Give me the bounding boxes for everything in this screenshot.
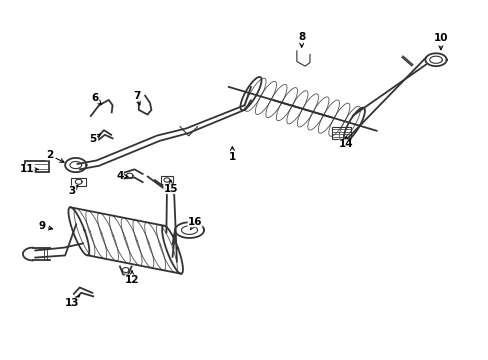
Text: 15: 15 [163,180,178,194]
Bar [331,127,350,139]
Text: 4: 4 [116,171,128,181]
Text: 13: 13 [65,296,80,308]
Text: 9: 9 [38,221,52,231]
Text: 10: 10 [433,33,447,50]
Text: 3: 3 [69,185,78,196]
Text: 7: 7 [133,91,140,105]
Bar [161,176,172,184]
Text: 1: 1 [228,147,236,162]
Bar [25,161,48,172]
Text: 2: 2 [46,150,64,162]
Text: 6: 6 [91,93,101,104]
Text: 5: 5 [89,134,101,144]
Text: 16: 16 [187,217,202,230]
Text: 14: 14 [338,136,353,149]
Bar [71,177,86,186]
Text: 11: 11 [20,164,38,174]
Text: 8: 8 [298,32,305,47]
Text: 12: 12 [124,271,139,285]
